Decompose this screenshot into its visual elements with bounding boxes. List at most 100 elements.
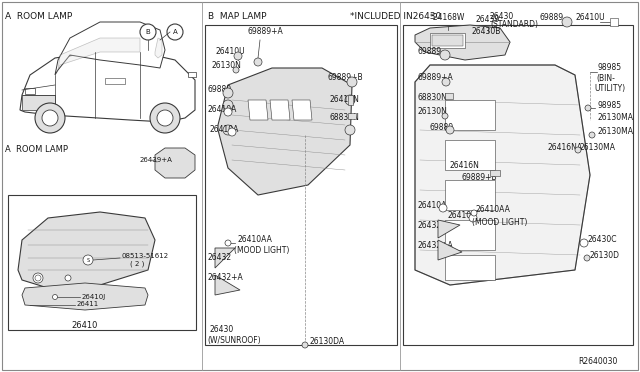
Bar xyxy=(445,140,495,170)
Text: 69889+B: 69889+B xyxy=(328,74,364,83)
Circle shape xyxy=(167,24,183,40)
Text: 26411: 26411 xyxy=(77,301,99,307)
Text: ( 2 ): ( 2 ) xyxy=(130,261,145,267)
Text: *INCLUDED IN26430: *INCLUDED IN26430 xyxy=(350,12,441,21)
Text: A  ROOM LAMP: A ROOM LAMP xyxy=(5,145,68,154)
Circle shape xyxy=(562,17,572,27)
Bar xyxy=(490,170,500,176)
Text: 69889: 69889 xyxy=(540,13,564,22)
Text: 26410U: 26410U xyxy=(575,13,605,22)
Circle shape xyxy=(150,103,180,133)
Circle shape xyxy=(42,110,58,126)
Text: 26432: 26432 xyxy=(208,253,232,263)
Polygon shape xyxy=(438,240,462,260)
Text: 26130N: 26130N xyxy=(212,61,242,70)
Text: B  MAP LAMP: B MAP LAMP xyxy=(208,12,266,21)
Bar xyxy=(403,25,633,345)
Circle shape xyxy=(233,67,239,73)
Circle shape xyxy=(585,105,591,111)
Circle shape xyxy=(65,275,71,281)
Text: B: B xyxy=(146,29,150,35)
Polygon shape xyxy=(22,283,148,310)
Text: (STANDARD): (STANDARD) xyxy=(490,20,538,29)
Circle shape xyxy=(83,255,93,265)
Text: 98985: 98985 xyxy=(598,100,622,109)
Text: 69889+A: 69889+A xyxy=(248,28,284,36)
Circle shape xyxy=(228,128,236,136)
Circle shape xyxy=(589,132,595,138)
Polygon shape xyxy=(248,100,268,120)
Circle shape xyxy=(302,342,308,348)
Circle shape xyxy=(439,204,447,212)
Circle shape xyxy=(442,113,448,119)
Text: A  ROOM LAMP: A ROOM LAMP xyxy=(5,12,72,21)
Text: (MOOD LIGHT): (MOOD LIGHT) xyxy=(472,218,527,227)
Circle shape xyxy=(345,125,355,135)
Circle shape xyxy=(35,275,41,281)
Bar xyxy=(445,255,495,280)
Bar xyxy=(188,72,196,77)
Polygon shape xyxy=(438,220,460,238)
Bar xyxy=(25,88,35,94)
Text: 26130D: 26130D xyxy=(590,250,620,260)
Polygon shape xyxy=(270,100,290,120)
Text: 26432+A: 26432+A xyxy=(418,241,454,250)
Circle shape xyxy=(35,103,65,133)
Text: 69889+B: 69889+B xyxy=(462,173,498,183)
Bar xyxy=(432,35,463,46)
Circle shape xyxy=(469,214,477,222)
Text: 26430B: 26430B xyxy=(472,28,501,36)
Text: 69889: 69889 xyxy=(418,48,442,57)
Polygon shape xyxy=(155,38,162,58)
Text: S: S xyxy=(36,276,40,280)
Text: UTILITY): UTILITY) xyxy=(594,83,625,93)
Circle shape xyxy=(223,125,233,135)
Text: 26410A: 26410A xyxy=(210,125,239,135)
Text: 26416N: 26416N xyxy=(450,160,480,170)
Text: 26410AA: 26410AA xyxy=(237,235,272,244)
Text: 26410J: 26410J xyxy=(82,294,106,300)
Polygon shape xyxy=(415,65,590,285)
Circle shape xyxy=(33,273,43,283)
Text: R2640030: R2640030 xyxy=(579,357,618,366)
Circle shape xyxy=(584,255,590,261)
Text: 26416NA: 26416NA xyxy=(548,144,583,153)
Bar xyxy=(348,95,353,105)
Text: 69889+A: 69889+A xyxy=(418,74,454,83)
Bar xyxy=(445,180,495,210)
Polygon shape xyxy=(215,248,235,268)
Bar xyxy=(445,100,495,130)
Circle shape xyxy=(446,126,454,134)
Text: *24168W: *24168W xyxy=(430,13,465,22)
Text: 26130MA: 26130MA xyxy=(598,113,634,122)
Text: 26410A: 26410A xyxy=(208,106,237,115)
Text: 26410: 26410 xyxy=(72,321,98,330)
Text: 26439+A: 26439+A xyxy=(140,157,173,163)
Text: 26416N: 26416N xyxy=(330,96,360,105)
Text: (MOOD LIGHT): (MOOD LIGHT) xyxy=(234,246,289,254)
Circle shape xyxy=(580,239,588,247)
Text: 26439: 26439 xyxy=(475,16,499,25)
Polygon shape xyxy=(20,52,195,122)
Text: 26410U: 26410U xyxy=(215,48,244,57)
Text: 08513-51612: 08513-51612 xyxy=(122,253,169,259)
Bar xyxy=(22,95,55,110)
Text: 26410A: 26410A xyxy=(418,201,447,209)
Text: 26410AA: 26410AA xyxy=(476,205,511,215)
Text: 26410A: 26410A xyxy=(448,211,477,219)
Text: 26432: 26432 xyxy=(418,221,442,230)
Text: 26430: 26430 xyxy=(210,326,234,334)
Bar xyxy=(205,25,397,345)
Text: 26432+A: 26432+A xyxy=(208,273,244,282)
Text: 69889: 69889 xyxy=(430,122,454,131)
Circle shape xyxy=(224,108,232,116)
Text: A: A xyxy=(173,29,177,35)
Polygon shape xyxy=(155,148,195,178)
Circle shape xyxy=(347,77,357,87)
Bar xyxy=(430,33,465,48)
Circle shape xyxy=(442,78,450,86)
Text: 69889: 69889 xyxy=(208,86,232,94)
Text: 68830N: 68830N xyxy=(330,113,360,122)
Text: 26130N: 26130N xyxy=(418,108,448,116)
Text: 26130MA: 26130MA xyxy=(580,144,616,153)
